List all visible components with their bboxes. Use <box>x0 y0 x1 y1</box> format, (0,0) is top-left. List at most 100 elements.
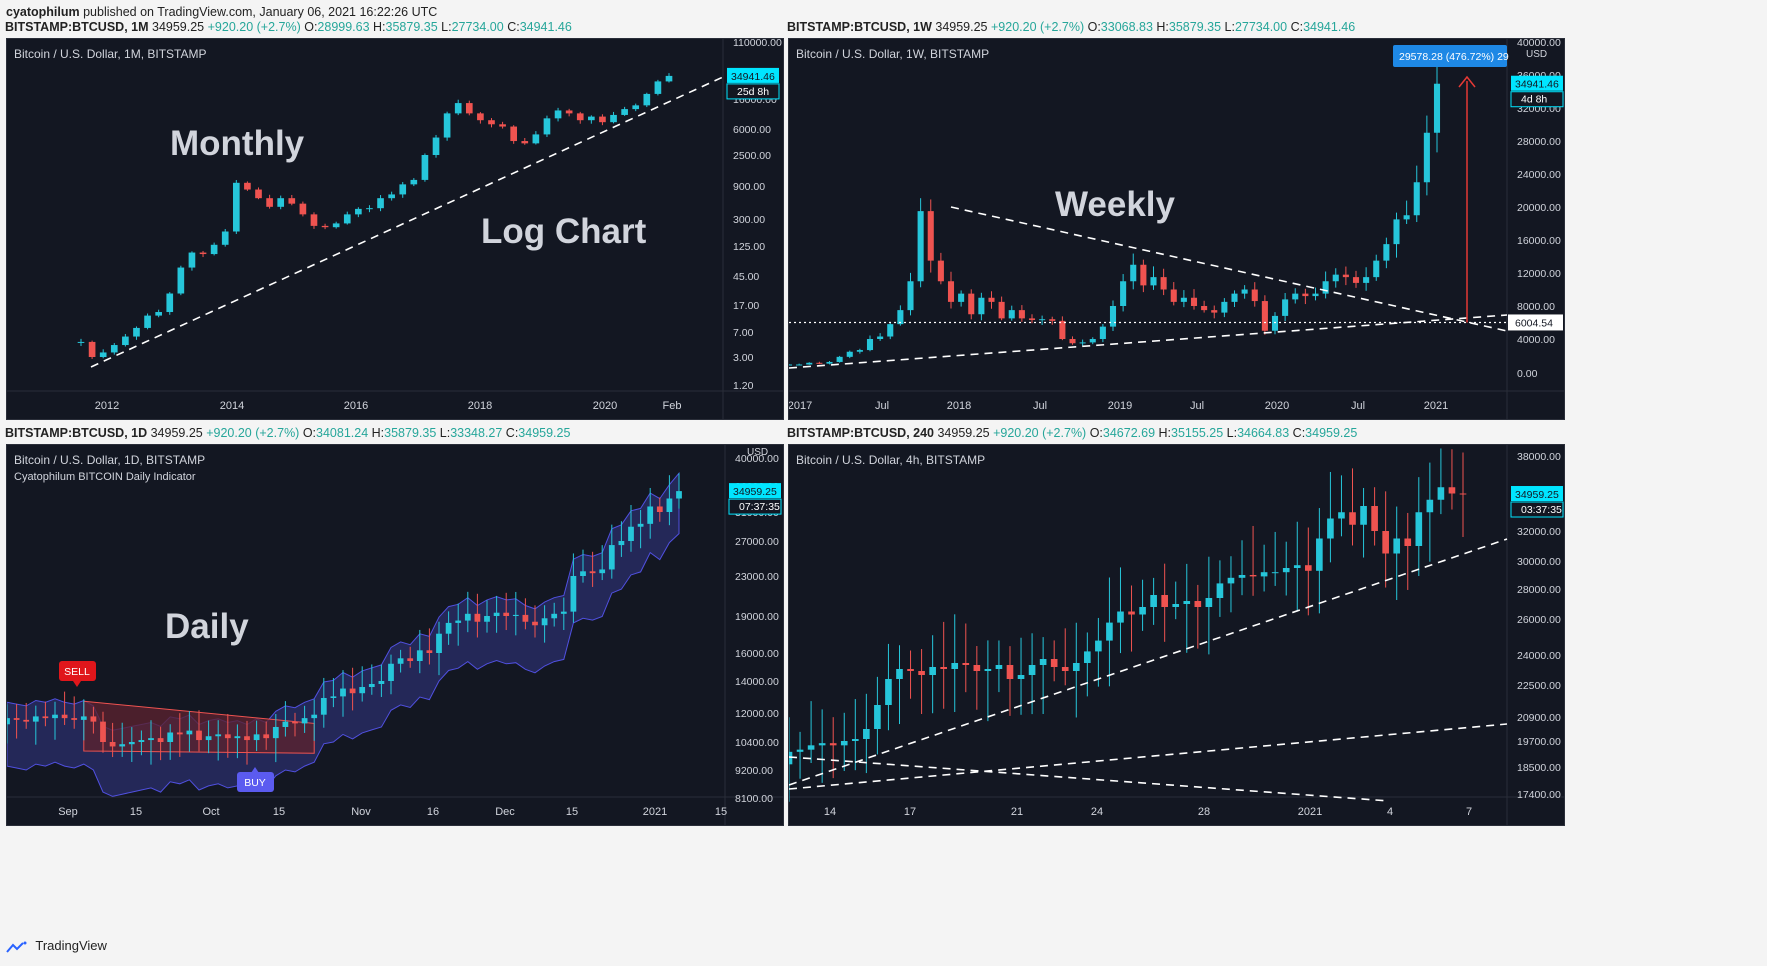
candle <box>1338 475 1345 537</box>
chart-svg-monthly[interactable]: 1.20 3.00 7.00 17.00 45.00 125.00 300.00 900.00… <box>7 39 783 419</box>
candle <box>138 730 145 756</box>
candle <box>978 292 985 321</box>
candle <box>521 138 529 145</box>
y-tick-label: 900.00 <box>733 181 765 193</box>
candle <box>167 724 174 760</box>
candle <box>71 696 78 729</box>
y-tick-label: 0.00 <box>1517 368 1538 380</box>
trendline-support[interactable] <box>789 314 1508 369</box>
candle <box>1415 477 1423 577</box>
ohlc-h: 35155.25 <box>1171 426 1227 440</box>
candle <box>349 667 356 711</box>
chart-panel-daily[interactable]: 8100.00 9200.00 10400.00 12000.00 14000.00 16… <box>6 444 784 826</box>
candle <box>940 621 948 709</box>
ohlc-l: 34664.83 <box>1237 426 1293 440</box>
candle <box>109 722 116 758</box>
x-tick-label: 15 <box>273 806 285 818</box>
series-legend[interactable]: Bitcoin / U.S. Dollar, 4h, BITSTAMP <box>796 453 985 467</box>
series-legend[interactable]: Bitcoin / U.S. Dollar, 1W, BITSTAMP <box>796 47 989 61</box>
trendline-support-1[interactable] <box>789 538 1508 786</box>
candle <box>1371 487 1378 546</box>
candle <box>1332 268 1339 288</box>
candle <box>796 731 804 779</box>
candle <box>984 640 992 722</box>
buy-signal-box <box>237 772 274 792</box>
chart-annotation[interactable]: Daily <box>165 607 249 646</box>
ohlc-o: 33068.83 <box>1100 20 1157 34</box>
candle <box>1150 266 1157 290</box>
candle <box>554 107 562 122</box>
candle <box>1050 640 1058 682</box>
chart-annotation[interactable]: Weekly <box>1055 185 1176 224</box>
chart-annotation[interactable]: Log Chart <box>481 212 647 251</box>
y-tick-label: 40000.00 <box>735 453 779 465</box>
candle <box>1393 506 1401 601</box>
candle <box>1271 531 1279 586</box>
candle <box>32 705 39 745</box>
trendline-support[interactable] <box>90 76 724 368</box>
candle <box>80 699 87 741</box>
candle <box>1028 314 1036 324</box>
y-tick-label: 17400.00 <box>1517 789 1561 801</box>
chart-svg-weekly[interactable]: 0.00 4000.00 8000.00 12000.00 16000.00 20000.… <box>789 39 1564 419</box>
candle <box>643 92 651 108</box>
trendline-resistance[interactable] <box>950 206 1508 332</box>
symbol-info-h4: BITSTAMP:BTCUSD, 240 34959.25 +920.20 (+… <box>787 426 1357 440</box>
candle <box>7 704 10 744</box>
y-tick-label: 27000.00 <box>735 536 779 548</box>
chart-panel-weekly[interactable]: 0.00 4000.00 8000.00 12000.00 16000.00 20000.… <box>788 38 1565 420</box>
chart-svg-daily[interactable]: 8100.00 9200.00 10400.00 12000.00 14000.00 16… <box>7 445 783 825</box>
x-tick-label: Feb <box>663 400 682 412</box>
tradingview-logo-icon[interactable] <box>6 941 28 953</box>
chart-panel-h4[interactable]: 17400.00 18500.00 19700.00 20900.00 22500.00… <box>788 444 1565 826</box>
series-legend[interactable]: Bitcoin / U.S. Dollar, 1M, BITSTAMP <box>14 47 207 61</box>
candle <box>1190 289 1198 310</box>
candle <box>340 670 346 717</box>
ohlc-o: 34672.69 <box>1102 426 1159 440</box>
series-legend[interactable]: Bitcoin / U.S. Dollar, 1D, BITSTAMP <box>14 453 205 467</box>
candle <box>656 497 663 522</box>
candle <box>1205 556 1213 655</box>
x-tick-label: 2021 <box>643 806 667 818</box>
candle <box>157 726 164 761</box>
candle <box>1327 471 1334 563</box>
candle <box>962 623 970 693</box>
candle <box>148 720 154 765</box>
x-tick-label: 17 <box>904 806 916 818</box>
ohlc-c: 34941.46 <box>519 20 572 34</box>
candle <box>551 602 558 627</box>
y-tick-label: 14000.00 <box>735 676 779 688</box>
ohlc-l: 27734.00 <box>451 20 508 34</box>
buy-signal-label[interactable]: BUY <box>244 777 266 789</box>
y-tick-label: 9200.00 <box>735 765 773 777</box>
trendline-support-2[interactable] <box>789 723 1508 790</box>
indicator-title[interactable]: Cyatophilum BITCOIN Daily Indicator <box>14 471 196 483</box>
candle <box>618 521 625 557</box>
y-tick-label: 3.00 <box>733 352 754 364</box>
candle <box>196 710 202 752</box>
candle <box>1437 448 1445 515</box>
y-tick-label: 110000.00 <box>733 39 782 49</box>
chart-panel-monthly[interactable]: 1.20 3.00 7.00 17.00 45.00 125.00 300.00 900.00… <box>6 38 784 420</box>
candle <box>311 699 318 741</box>
last-price-tag: 34959.25 <box>1515 489 1559 501</box>
candle <box>1049 316 1056 325</box>
candle <box>1006 646 1014 716</box>
x-tick-label: 24 <box>1091 806 1103 818</box>
candle <box>1039 637 1047 714</box>
footer-brand[interactable]: TradingView <box>35 938 107 953</box>
candle <box>806 362 813 365</box>
chart-svg-h4[interactable]: 17400.00 18500.00 19700.00 20900.00 22500.00… <box>789 445 1564 825</box>
sell-signal-label[interactable]: SELL <box>64 666 90 678</box>
ohlc-l: 27734.00 <box>1234 20 1291 34</box>
author-name[interactable]: cyatophilum <box>6 5 80 19</box>
candle <box>1099 324 1106 343</box>
trendline-resistance[interactable] <box>789 756 1390 802</box>
candle <box>1227 556 1235 613</box>
candle <box>1342 266 1349 286</box>
countdown-bg <box>1510 501 1564 518</box>
candle <box>818 709 826 783</box>
candle <box>1170 282 1177 306</box>
chart-annotation[interactable]: Monthly <box>170 124 305 163</box>
candle <box>355 207 362 218</box>
